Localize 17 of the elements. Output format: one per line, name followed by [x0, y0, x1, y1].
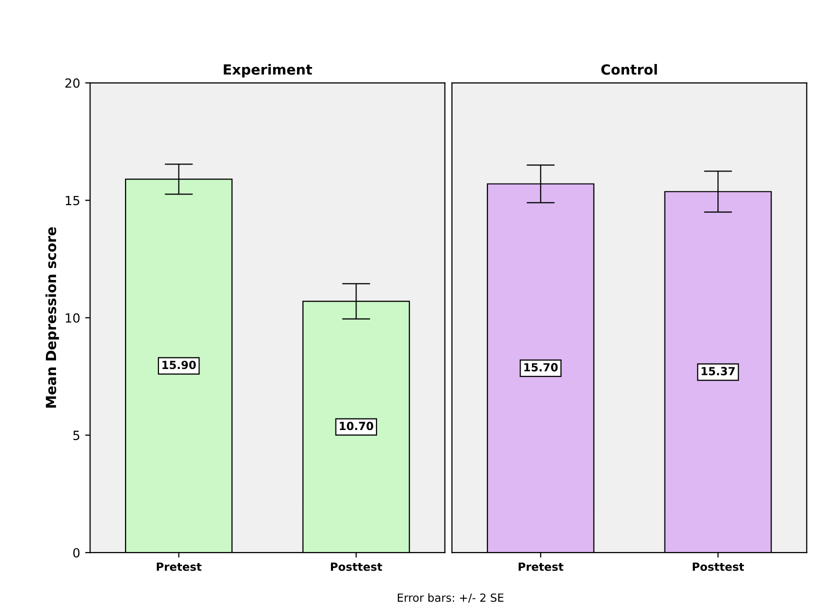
- chart-title: Control: [601, 64, 657, 75]
- data-label: 15.37: [702, 366, 735, 376]
- data-label: 15.90: [162, 360, 196, 370]
- chart-title: Experiment: [224, 64, 312, 78]
- x-tick-label: Posttest: [330, 562, 382, 571]
- text: Error bars: +/- 2 SE: [398, 593, 504, 603]
- data-label: 10.70: [340, 422, 374, 430]
- y-axis-title: Mean Depression score: [45, 227, 59, 408]
- y-tick-label: 10: [66, 313, 80, 323]
- data-label: 15.70: [524, 363, 558, 372]
- x-tick-label: Pretest: [518, 562, 564, 571]
- y-tick-label: 15: [66, 196, 80, 206]
- x-tick-label: Posttest: [692, 562, 744, 571]
- y-tick-label: 0: [73, 548, 80, 558]
- y-tick-label: 5: [73, 430, 80, 440]
- y-tick-label: 20: [65, 78, 80, 88]
- x-tick-label: Pretest: [156, 562, 202, 571]
